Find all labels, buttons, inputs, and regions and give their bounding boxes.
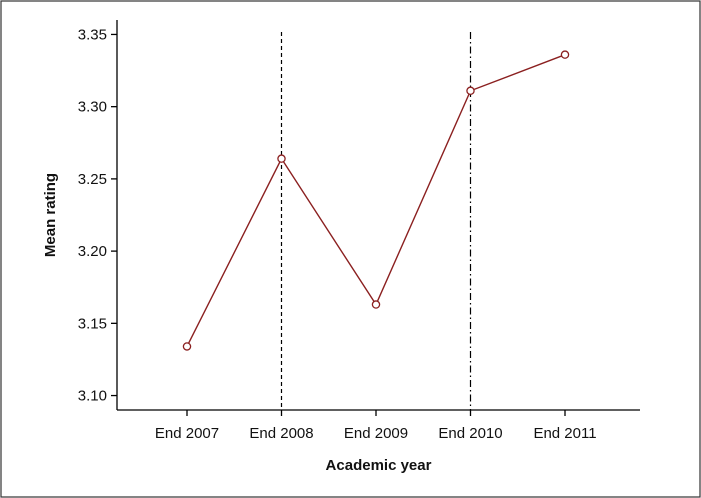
y-tick-label: 3.15 bbox=[78, 315, 107, 332]
x-axis-ticks: End 2007 End 2008 End 2009 End 2010 End 2011 bbox=[155, 410, 597, 442]
y-axis-ticks: 3.10 3.15 3.20 3.25 3.30 3.35 bbox=[78, 26, 117, 405]
y-tick-label: 3.35 bbox=[78, 26, 107, 43]
x-tick-label: End 2009 bbox=[344, 425, 408, 442]
data-point bbox=[182, 342, 192, 351]
y-tick-label: 3.30 bbox=[78, 99, 107, 116]
x-tick-label: End 2011 bbox=[533, 425, 596, 442]
x-axis-title: Academic year bbox=[326, 457, 432, 474]
x-tick-label: End 2007 bbox=[155, 425, 219, 442]
y-tick-label: 3.20 bbox=[78, 243, 107, 260]
data-point bbox=[466, 86, 475, 96]
data-point bbox=[560, 50, 570, 59]
series-points bbox=[182, 50, 570, 351]
y-tick-label: 3.10 bbox=[78, 388, 107, 405]
y-tick-label: 3.25 bbox=[78, 171, 107, 188]
data-point bbox=[277, 154, 286, 163]
x-tick-label: End 2008 bbox=[249, 425, 313, 442]
y-axis-title: Mean rating bbox=[42, 173, 59, 257]
x-tick-label: End 2010 bbox=[438, 425, 502, 442]
data-point bbox=[371, 300, 381, 309]
